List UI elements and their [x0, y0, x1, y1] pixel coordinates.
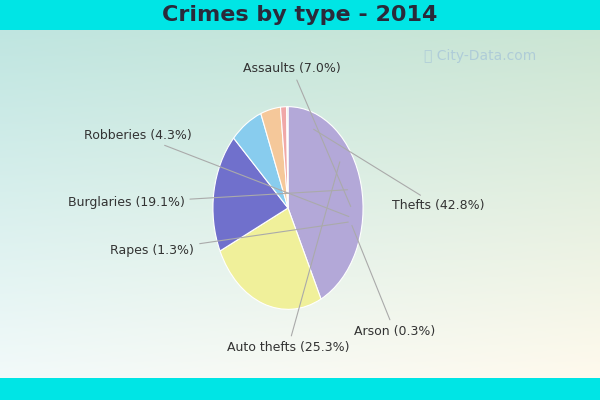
Wedge shape [280, 107, 288, 208]
Wedge shape [261, 107, 288, 208]
Text: Crimes by type - 2014: Crimes by type - 2014 [163, 5, 437, 25]
Text: ⓘ City-Data.com: ⓘ City-Data.com [424, 49, 536, 63]
Wedge shape [213, 138, 288, 251]
Wedge shape [288, 107, 363, 299]
Wedge shape [233, 114, 288, 208]
Text: Thefts (42.8%): Thefts (42.8%) [314, 129, 484, 212]
Text: Robberies (4.3%): Robberies (4.3%) [84, 128, 349, 216]
Text: Rapes (1.3%): Rapes (1.3%) [110, 222, 348, 257]
Text: Auto thefts (25.3%): Auto thefts (25.3%) [227, 162, 349, 354]
Text: Burglaries (19.1%): Burglaries (19.1%) [68, 190, 347, 210]
Wedge shape [287, 107, 288, 208]
Wedge shape [220, 208, 321, 309]
Text: Assaults (7.0%): Assaults (7.0%) [243, 62, 351, 206]
Text: Arson (0.3%): Arson (0.3%) [352, 226, 436, 338]
